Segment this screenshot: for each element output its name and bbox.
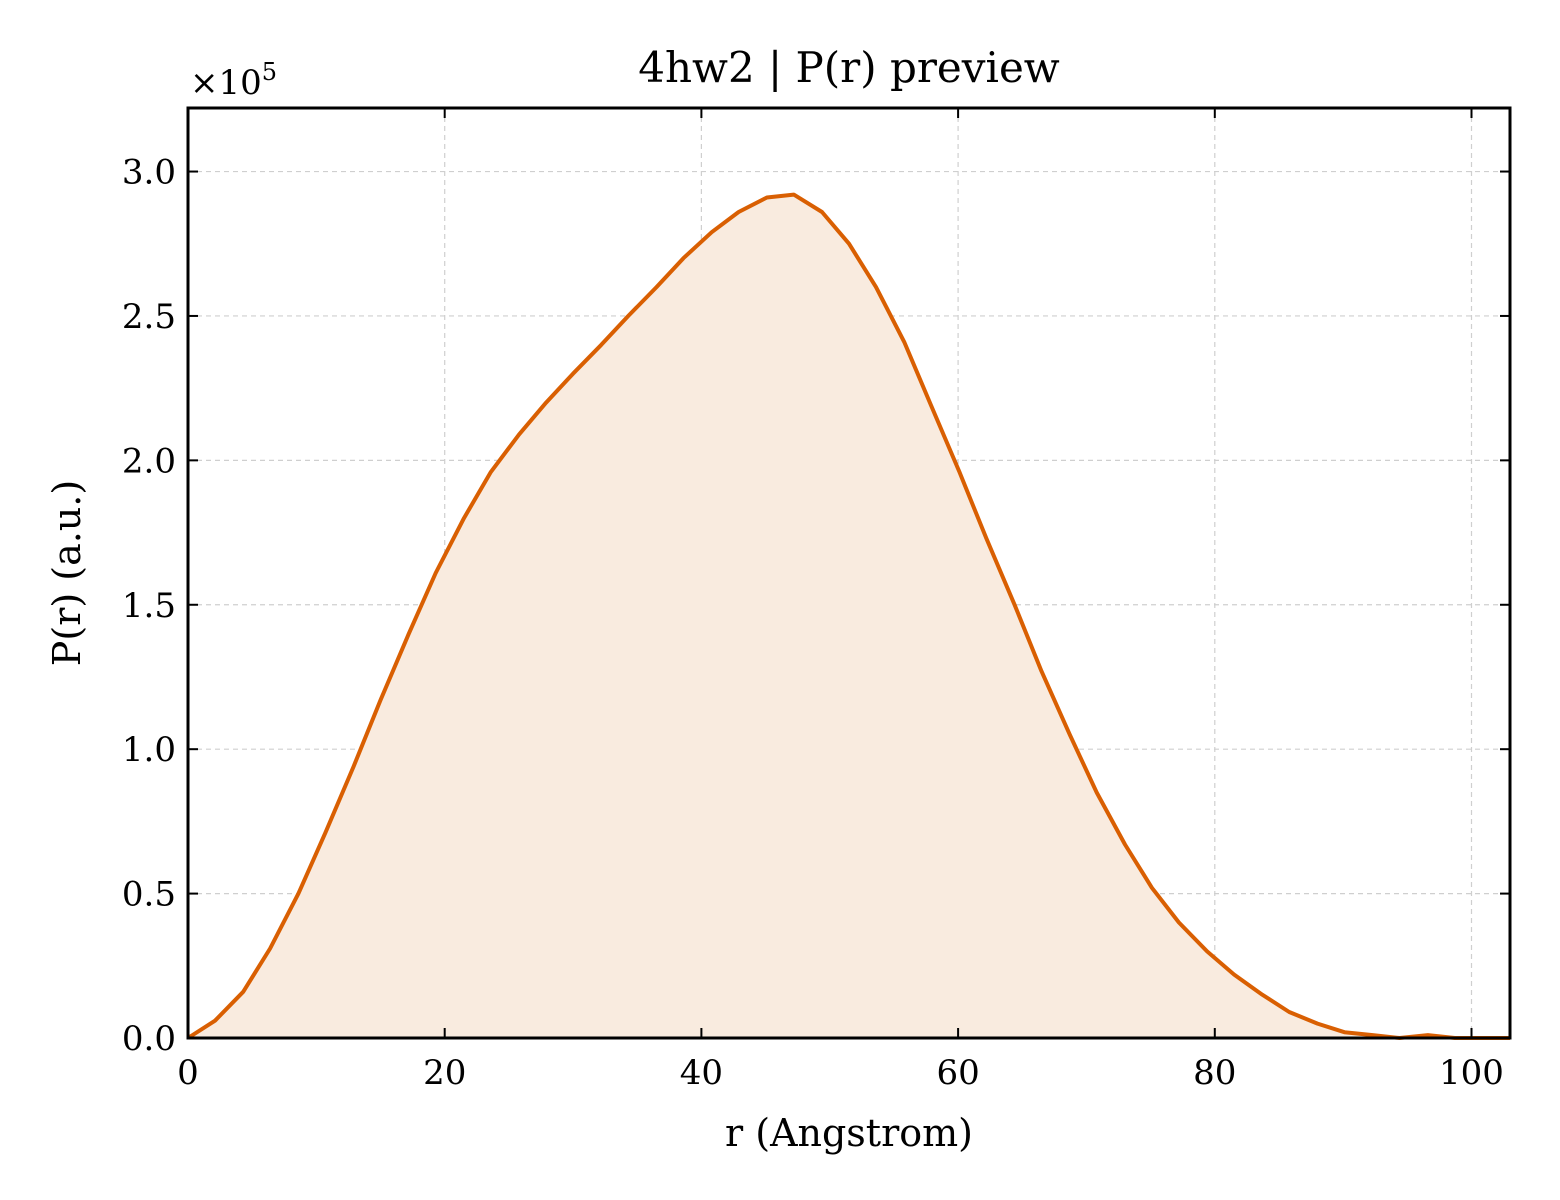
x-axis-title: r (Angstrom) <box>725 1111 973 1155</box>
x-tick-label: 80 <box>1193 1053 1236 1093</box>
tick-label-layer: 0 20 40 60 80 100 0.0 0.5 1.0 1.5 2.0 2.5 3.0 <box>122 153 1504 1093</box>
y-multiplier-base: ×10 <box>190 63 262 103</box>
x-tick-label: 20 <box>423 1053 466 1093</box>
y-tick-label: 3.0 <box>122 153 176 193</box>
pr-series-line <box>186 192 1510 1040</box>
y-tick-label: 1.0 <box>122 730 176 770</box>
y-tick-label: 2.5 <box>122 297 176 337</box>
y-tick-label: 1.5 <box>122 586 176 626</box>
y-tick-label: 2.0 <box>122 441 176 481</box>
y-multiplier-exponent: 5 <box>262 58 277 86</box>
x-tick-label: 60 <box>936 1053 979 1093</box>
x-tick-label: 100 <box>1439 1053 1504 1093</box>
chart-title: 4hw2 | P(r) preview <box>638 43 1060 92</box>
tick-layer <box>187 108 1510 1039</box>
y-tick-label: 0.0 <box>122 1019 176 1059</box>
pr-area-fill <box>188 194 1510 1039</box>
y-axis-title: P(r) (a.u.) <box>45 480 89 666</box>
y-multiplier-label: ×105 <box>190 58 277 103</box>
x-tick-label: 40 <box>680 1053 723 1093</box>
plot-frame <box>186 106 1512 1040</box>
y-tick-label: 0.5 <box>122 875 176 915</box>
x-tick-label: 0 <box>177 1053 199 1093</box>
